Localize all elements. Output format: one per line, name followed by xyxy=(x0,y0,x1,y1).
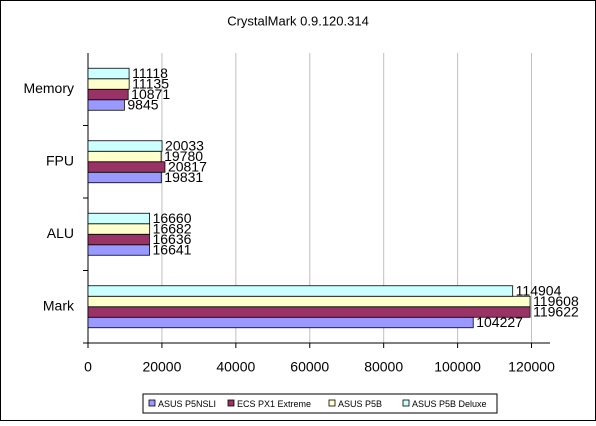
legend-swatch xyxy=(328,399,336,407)
data-label: 11135 xyxy=(132,76,169,92)
bar xyxy=(87,140,163,152)
data-label: 119622 xyxy=(533,304,579,320)
data-label: 16641 xyxy=(153,242,192,258)
bar xyxy=(87,233,150,246)
data-label: 16660 xyxy=(153,210,192,226)
data-label: 19831 xyxy=(164,169,203,185)
data-label: 19780 xyxy=(164,148,203,164)
data-label: 16636 xyxy=(152,231,191,247)
data-label: 16682 xyxy=(153,221,192,237)
bar xyxy=(87,223,151,235)
data-label: 20033 xyxy=(165,138,204,154)
x-tick-label: 40000 xyxy=(216,359,255,375)
bar xyxy=(87,171,162,184)
data-label: 9845 xyxy=(127,97,158,113)
bar xyxy=(87,285,514,297)
legend-label: ASUS P5B xyxy=(338,399,382,409)
data-label: 20817 xyxy=(168,159,207,175)
bar xyxy=(87,161,166,173)
legend-label: ASUS P5NSLI xyxy=(158,399,216,409)
bar xyxy=(87,150,162,163)
data-label: 10871 xyxy=(131,86,170,102)
legend-swatch xyxy=(227,399,235,407)
bar xyxy=(87,306,531,318)
bar xyxy=(87,67,130,80)
y-tick-label: Memory xyxy=(23,80,74,96)
data-label: 11118 xyxy=(132,65,168,81)
x-tick-label: 100000 xyxy=(434,359,481,375)
bar xyxy=(87,88,129,101)
y-tick-label: ALU xyxy=(47,225,74,241)
bar xyxy=(87,99,125,111)
x-tick-label: 0 xyxy=(84,359,92,375)
chart-title: CrystalMark 0.9.120.314 xyxy=(227,13,369,28)
bar xyxy=(87,212,150,225)
y-tick-label: Mark xyxy=(43,297,75,313)
bar xyxy=(87,316,474,329)
bar xyxy=(87,295,531,308)
x-tick-label: 120000 xyxy=(508,359,555,375)
y-tick-label: FPU xyxy=(46,152,74,168)
bar xyxy=(87,78,130,90)
data-label: 119608 xyxy=(533,293,579,309)
x-tick-label: 60000 xyxy=(290,359,329,375)
data-label: 104227 xyxy=(476,314,523,330)
legend-swatch xyxy=(148,399,156,407)
data-label: 114904 xyxy=(516,283,562,299)
legend-box xyxy=(142,393,498,414)
legend-label: ASUS P5B Deluxe xyxy=(412,399,487,409)
bar xyxy=(87,244,150,256)
x-tick-label: 80000 xyxy=(364,359,403,375)
legend-swatch xyxy=(402,399,410,407)
x-tick-label: 20000 xyxy=(142,359,181,375)
legend-label: ECS PX1 Extreme xyxy=(237,399,311,409)
